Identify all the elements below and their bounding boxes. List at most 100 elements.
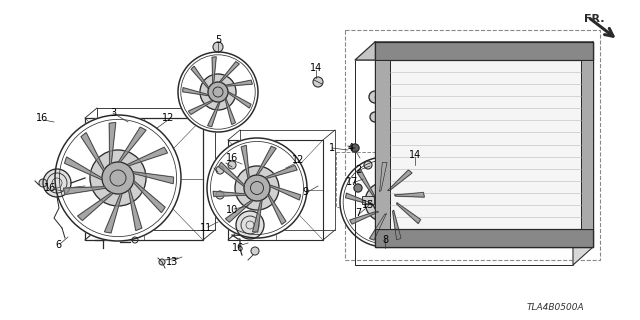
Text: 1: 1 xyxy=(329,143,335,153)
Polygon shape xyxy=(207,102,220,127)
Polygon shape xyxy=(133,180,165,212)
Polygon shape xyxy=(225,80,252,86)
Circle shape xyxy=(251,247,259,255)
Circle shape xyxy=(216,191,224,199)
Text: 7: 7 xyxy=(355,208,361,218)
Text: 4: 4 xyxy=(348,143,354,153)
Polygon shape xyxy=(81,132,104,171)
Polygon shape xyxy=(265,165,297,179)
Polygon shape xyxy=(392,210,401,240)
Circle shape xyxy=(178,52,258,132)
Polygon shape xyxy=(355,42,593,60)
Text: TLA4B0500A: TLA4B0500A xyxy=(526,303,584,313)
Polygon shape xyxy=(380,163,387,191)
Circle shape xyxy=(159,259,165,265)
Text: 9: 9 xyxy=(302,187,308,197)
Polygon shape xyxy=(269,185,300,200)
Polygon shape xyxy=(220,62,239,82)
Bar xyxy=(375,229,593,247)
Text: 11: 11 xyxy=(200,223,212,233)
Text: 15: 15 xyxy=(362,200,374,210)
Circle shape xyxy=(369,91,381,103)
Circle shape xyxy=(208,82,228,102)
Text: 16: 16 xyxy=(36,113,48,123)
Polygon shape xyxy=(349,211,378,224)
Text: 8: 8 xyxy=(382,235,388,245)
Polygon shape xyxy=(573,42,593,265)
Polygon shape xyxy=(188,100,213,115)
Text: 13: 13 xyxy=(166,257,178,267)
Text: 3: 3 xyxy=(110,108,116,118)
Circle shape xyxy=(564,234,572,242)
Polygon shape xyxy=(346,193,374,205)
Circle shape xyxy=(365,182,405,222)
Circle shape xyxy=(364,161,372,169)
Circle shape xyxy=(340,157,430,247)
Polygon shape xyxy=(213,191,246,196)
Text: 6: 6 xyxy=(55,240,61,250)
Polygon shape xyxy=(191,66,209,89)
Circle shape xyxy=(313,77,323,87)
Polygon shape xyxy=(104,194,122,233)
Polygon shape xyxy=(397,203,420,224)
Circle shape xyxy=(236,211,264,239)
Text: 14: 14 xyxy=(310,63,322,73)
Text: 2: 2 xyxy=(355,165,361,175)
Polygon shape xyxy=(212,57,216,84)
Polygon shape xyxy=(109,123,116,164)
Circle shape xyxy=(351,144,359,152)
Circle shape xyxy=(413,163,423,173)
Polygon shape xyxy=(395,193,424,197)
Circle shape xyxy=(425,46,435,56)
Circle shape xyxy=(207,138,307,238)
Polygon shape xyxy=(183,88,209,96)
Polygon shape xyxy=(358,170,374,197)
Circle shape xyxy=(563,46,573,56)
Circle shape xyxy=(216,166,224,174)
Text: FR.: FR. xyxy=(584,14,605,24)
Text: 12: 12 xyxy=(162,113,174,123)
Polygon shape xyxy=(129,189,142,230)
Circle shape xyxy=(90,150,146,206)
Polygon shape xyxy=(253,200,262,232)
Circle shape xyxy=(39,179,47,187)
Bar xyxy=(345,30,600,260)
Circle shape xyxy=(450,46,460,56)
Bar xyxy=(375,42,593,247)
Circle shape xyxy=(200,74,236,110)
Circle shape xyxy=(55,115,181,241)
Circle shape xyxy=(102,162,134,194)
Circle shape xyxy=(244,175,270,201)
Polygon shape xyxy=(127,147,168,166)
Text: 17: 17 xyxy=(346,177,358,187)
Bar xyxy=(85,118,203,240)
Text: 16: 16 xyxy=(232,243,244,253)
Polygon shape xyxy=(241,145,249,179)
Text: 16: 16 xyxy=(226,153,238,163)
Bar xyxy=(375,60,390,229)
Circle shape xyxy=(401,234,409,242)
Polygon shape xyxy=(225,200,253,222)
Circle shape xyxy=(235,166,279,210)
Polygon shape xyxy=(268,194,286,224)
Polygon shape xyxy=(369,214,387,240)
Text: 5: 5 xyxy=(215,35,221,45)
Bar xyxy=(228,140,323,240)
Circle shape xyxy=(370,112,380,122)
Circle shape xyxy=(43,169,71,197)
Circle shape xyxy=(228,161,236,169)
Circle shape xyxy=(400,46,410,56)
Polygon shape xyxy=(225,98,236,124)
Text: 16: 16 xyxy=(44,183,56,193)
Polygon shape xyxy=(65,157,102,180)
Text: 10: 10 xyxy=(226,205,238,215)
Text: 12: 12 xyxy=(292,155,304,165)
Bar xyxy=(336,152,388,207)
Bar xyxy=(362,196,374,204)
Polygon shape xyxy=(218,162,244,187)
Polygon shape xyxy=(256,146,276,175)
Text: 14: 14 xyxy=(409,150,421,160)
Circle shape xyxy=(373,190,397,214)
Polygon shape xyxy=(132,172,173,184)
Polygon shape xyxy=(118,127,146,162)
